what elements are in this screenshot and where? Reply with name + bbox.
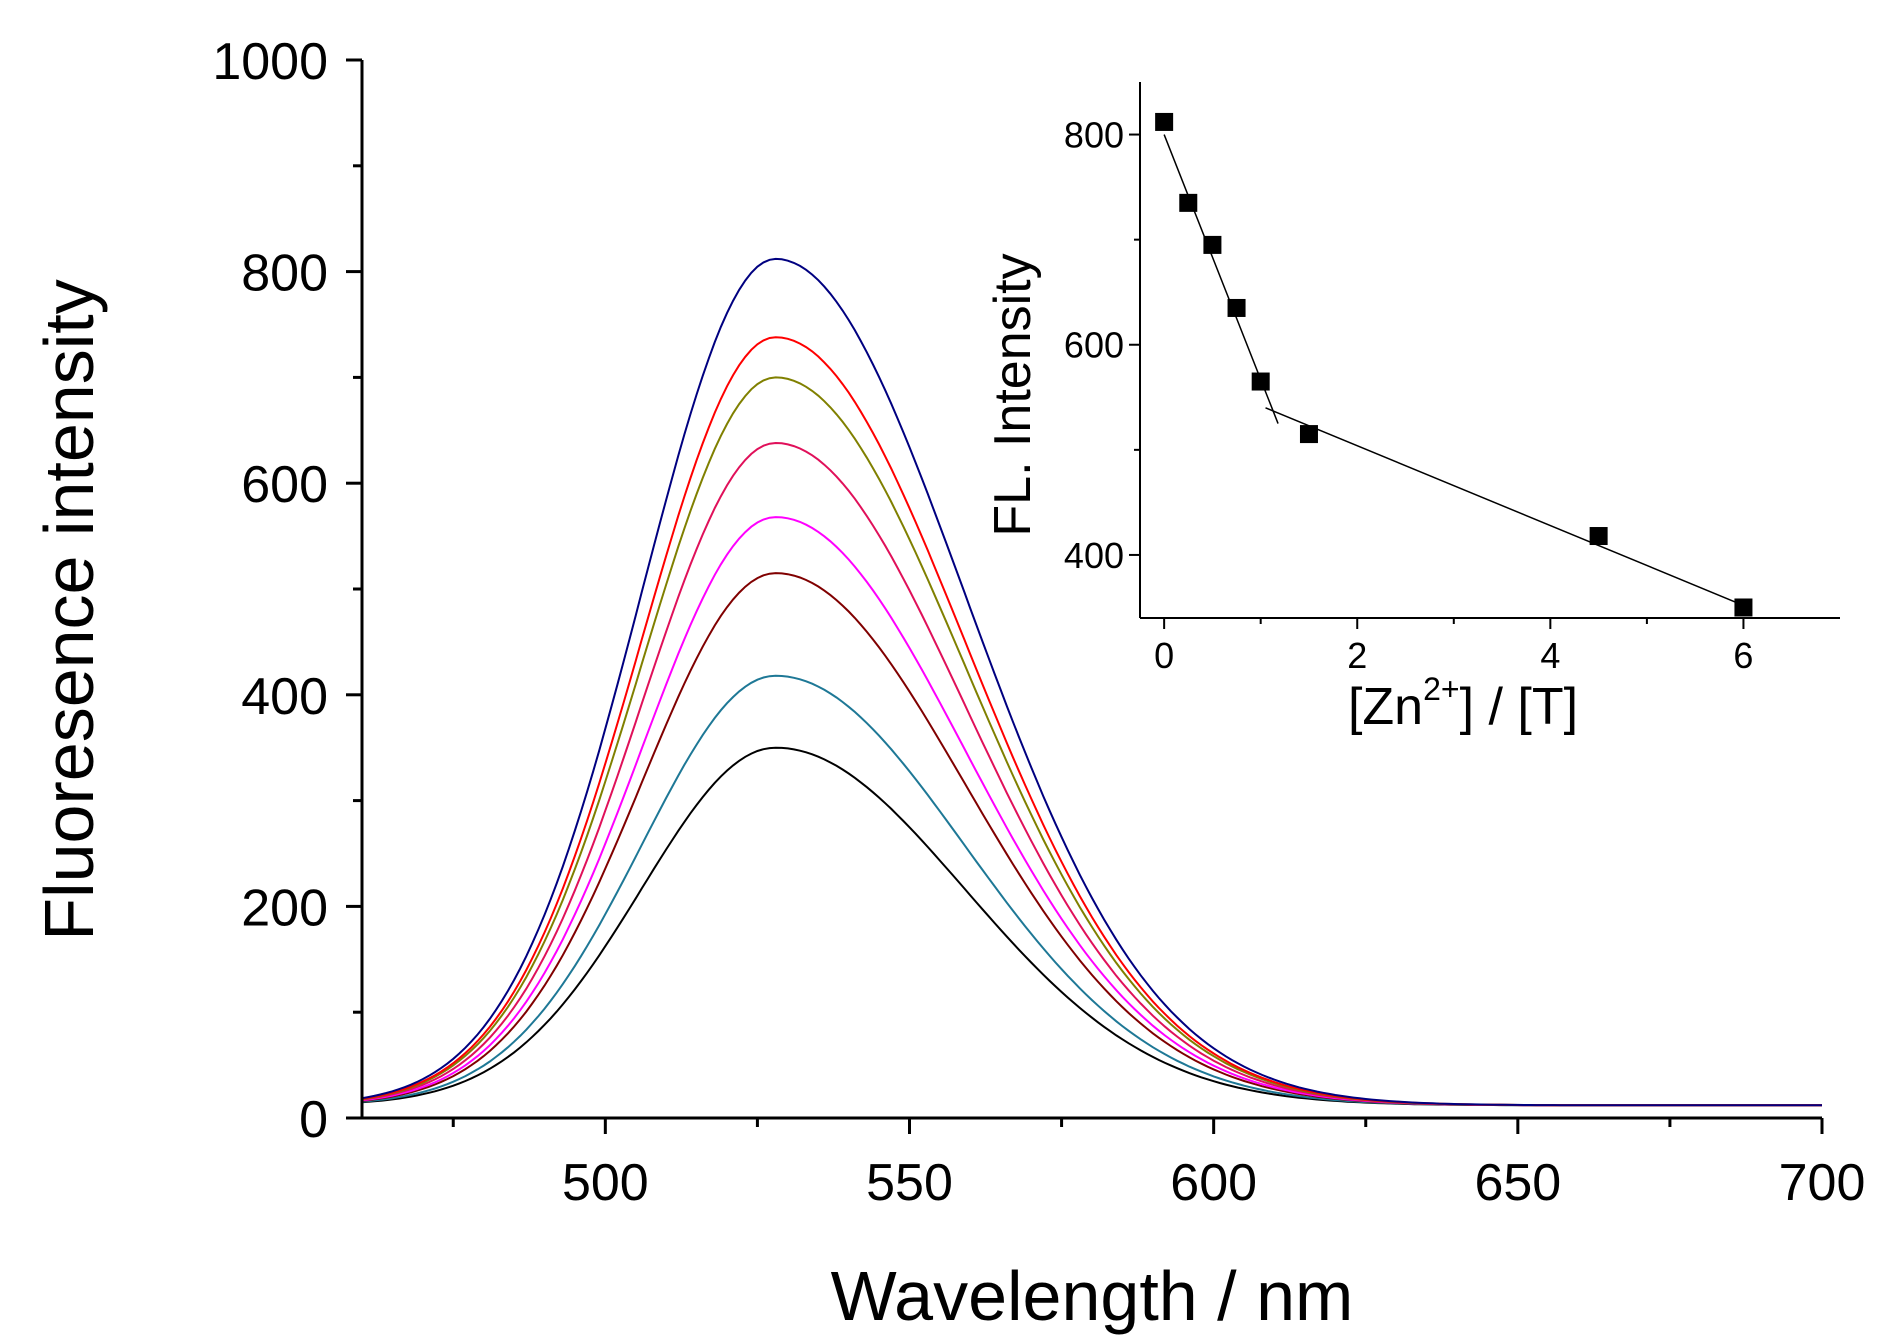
- x-tick-label: 550: [866, 1154, 953, 1212]
- inset-y-axis-title: FL. Intensity: [984, 253, 1042, 536]
- x-tick-label: 500: [562, 1154, 649, 1212]
- inset-data-point: [1203, 236, 1221, 254]
- inset-x-tick-label: 6: [1733, 635, 1753, 676]
- inset-data-point: [1228, 299, 1246, 317]
- inset-data-point: [1734, 598, 1752, 616]
- inset-y-tick-label: 600: [1064, 325, 1124, 366]
- y-tick-label: 1000: [212, 33, 328, 91]
- inset-x-tick-label: 0: [1154, 635, 1174, 676]
- inset-data-point: [1590, 527, 1608, 545]
- x-tick-label: 650: [1474, 1154, 1561, 1212]
- inset-data-point: [1155, 113, 1173, 131]
- x-axis-title: Wavelength / nm: [831, 1257, 1354, 1335]
- inset-data-point: [1300, 425, 1318, 443]
- y-tick-label: 200: [241, 879, 328, 937]
- x-tick-label: 600: [1170, 1154, 1257, 1212]
- inset-x-tick-label: 4: [1540, 635, 1560, 676]
- inset-data-point: [1252, 373, 1270, 391]
- x-tick-label: 700: [1779, 1154, 1866, 1212]
- y-axis-title: Fluoresence intensity: [30, 279, 108, 940]
- inset-y-tick-label: 800: [1064, 115, 1124, 156]
- inset-data-point: [1179, 194, 1197, 212]
- y-tick-label: 600: [241, 456, 328, 514]
- inset-y-tick-label: 400: [1064, 535, 1124, 576]
- inset-x-axis-title: [Zn2+] / [T]: [1348, 671, 1578, 736]
- y-tick-label: 400: [241, 668, 328, 726]
- fluorescence-chart: 500 550 600 650 700 0 200 400 600 800 1000 Wavele…: [0, 0, 1887, 1344]
- y-tick-label: 0: [299, 1091, 328, 1149]
- inset-x-title-superscript: 2+: [1423, 671, 1459, 707]
- inset-x-title-tail: ] / [T]: [1460, 678, 1578, 736]
- y-tick-label: 800: [241, 245, 328, 303]
- inset-x-title-main: [Zn: [1348, 678, 1423, 736]
- inset-x-tick-label: 2: [1347, 635, 1367, 676]
